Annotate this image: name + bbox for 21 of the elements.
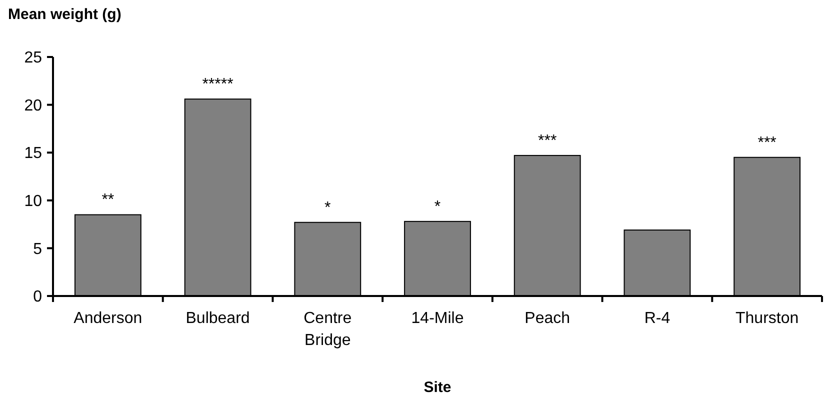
annotation: *** <box>758 134 776 152</box>
x-tick-label: Thurston <box>736 310 799 327</box>
annotation: * <box>324 199 331 216</box>
annotation: ***** <box>202 76 234 94</box>
x-tick-label: R-4 <box>644 310 670 327</box>
x-tick-label: Peach <box>524 310 570 327</box>
y-tick-label: 0 <box>33 288 42 306</box>
y-tick-label: 10 <box>24 193 42 210</box>
y-tick-label: 5 <box>33 240 42 258</box>
y-tick-label: 25 <box>24 50 42 67</box>
x-tick-label: Anderson <box>74 310 142 327</box>
annotation: *** <box>538 132 557 150</box>
x-axis-title: Site <box>424 379 452 396</box>
y-tick-label: 20 <box>24 97 42 114</box>
x-tick-label: Centre Bridge <box>304 310 352 349</box>
y-axis-title: Mean weight (g) <box>8 6 122 23</box>
x-tick-label: 14-Mile <box>411 310 464 327</box>
annotation: ** <box>102 192 114 209</box>
x-tick-label: Bulbeard <box>186 310 250 327</box>
annotation: * <box>434 198 441 216</box>
y-tick-label: 15 <box>24 145 42 162</box>
